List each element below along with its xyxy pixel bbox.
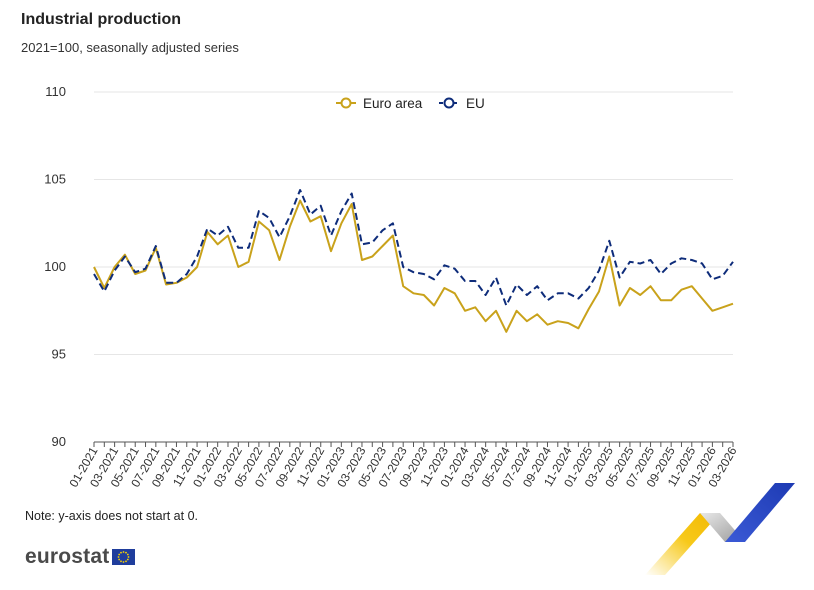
y-tick-label: 105 (44, 172, 66, 187)
series-line-eu (93, 189, 734, 307)
legend-marker (443, 97, 455, 109)
legend: Euro area EU (336, 96, 485, 111)
brand-wordmark: eurostat (25, 545, 110, 568)
eurostat-chevron-decoration (645, 483, 795, 575)
y-tick-label: 110 (45, 84, 66, 99)
y-tick-label: 100 (44, 259, 66, 274)
legend-label: Euro area (363, 96, 423, 111)
eu-flag-icon (112, 549, 136, 565)
axis-note: Note: y-axis does not start at 0. (25, 509, 198, 523)
eurostat-logo: eurostat (25, 545, 136, 569)
y-tick-label: 95 (52, 347, 66, 362)
chart-title: Industrial production (21, 11, 181, 28)
legend-marker (340, 97, 352, 109)
series-line-euro-area (93, 199, 734, 333)
line-chart: 909510010511001-202103-202105-202107-202… (44, 84, 739, 490)
y-tick-label: 90 (52, 434, 66, 449)
legend-label: EU (466, 96, 485, 111)
chart-subtitle: 2021=100, seasonally adjusted series (21, 40, 239, 55)
